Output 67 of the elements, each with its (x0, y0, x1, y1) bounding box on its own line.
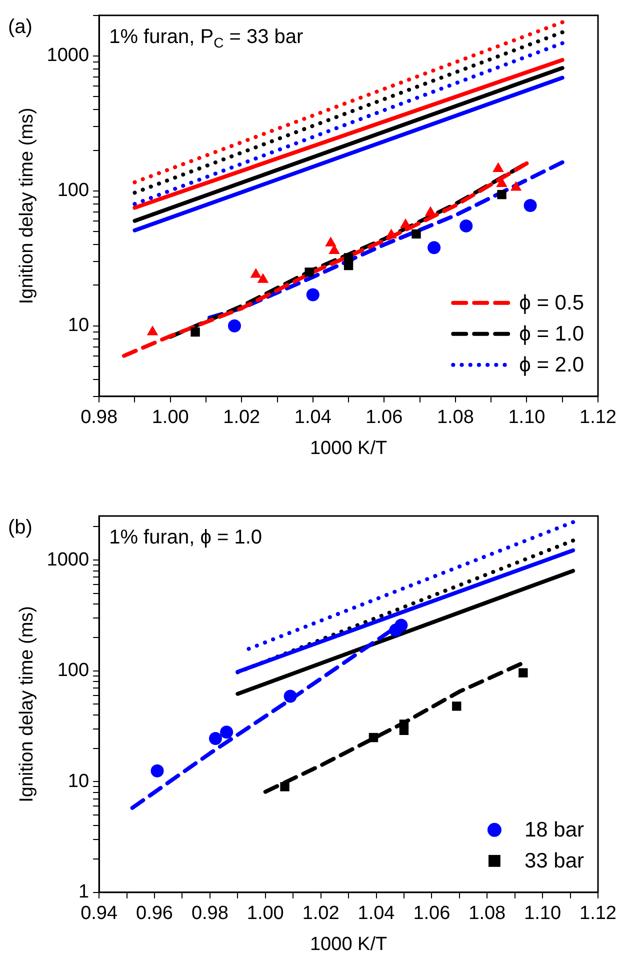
point (250, 268, 262, 278)
point (325, 236, 336, 246)
point (304, 268, 314, 277)
y-tick-label: 100 (57, 180, 90, 202)
point (386, 228, 397, 238)
point (424, 206, 436, 216)
x-tick-label: 1.02 (302, 903, 340, 924)
y-tick-label: 10 (68, 770, 90, 792)
point (220, 726, 234, 739)
point (284, 690, 297, 703)
x-tick-label: 1.02 (223, 407, 260, 428)
point (344, 260, 354, 270)
x-axis-title: 1000 K/T (310, 934, 388, 955)
x-tick-label: 1.08 (468, 903, 506, 924)
point (524, 198, 537, 212)
x-tick-label: 1.12 (580, 903, 616, 924)
point (492, 162, 504, 172)
x-tick-label: 1.08 (436, 407, 474, 428)
y-tick-label: 1 (78, 882, 90, 903)
y-tick-label: 10 (68, 315, 90, 336)
legend-label: 33 bar (524, 850, 584, 873)
legend-label: ϕ = 2.0 (519, 354, 584, 377)
x-tick-label: 1.10 (508, 407, 546, 428)
x-tick-label: 1.00 (152, 407, 189, 428)
x-tick-label: 0.98 (191, 903, 228, 924)
point (257, 273, 269, 283)
point (399, 726, 409, 735)
y-tick-label: 100 (57, 660, 90, 682)
x-tick-label: 0.98 (80, 407, 118, 428)
point (306, 288, 320, 302)
point (400, 218, 412, 228)
point (412, 229, 421, 239)
x-tick-label: 1.06 (366, 407, 403, 428)
point (518, 668, 528, 678)
x-tick-label: 1.10 (524, 903, 562, 924)
legend-label: ϕ = 1.0 (519, 322, 584, 346)
point (280, 782, 290, 792)
point (368, 732, 378, 742)
x-axis-title: 1000 K/T (310, 438, 388, 459)
x-tick-label: 1.06 (413, 903, 450, 924)
point (460, 219, 473, 232)
point (228, 319, 241, 332)
point (146, 326, 158, 336)
point (497, 190, 506, 200)
x-tick-label: 0.94 (80, 903, 118, 924)
y-axis-title: Ignition delay time (ms) (16, 108, 38, 304)
point (452, 702, 462, 711)
point (394, 618, 408, 632)
text: (b) (8, 516, 32, 539)
y-tick-label: 1000 (46, 549, 90, 570)
point (150, 764, 164, 778)
point (510, 181, 522, 191)
legend-label: ϕ = 0.5 (519, 292, 584, 315)
point (428, 241, 441, 254)
text: (a) (8, 16, 32, 38)
y-axis-title: Ignition delay time (ms) (16, 606, 38, 802)
x-tick-label: 1.00 (246, 903, 284, 924)
x-tick-label: 1.04 (294, 407, 332, 428)
y-tick-label: 1000 (46, 45, 90, 66)
x-tick-label: 1.12 (580, 407, 616, 428)
legend-label: 18 bar (524, 818, 584, 842)
point (190, 327, 200, 337)
line-series (122, 161, 529, 358)
x-tick-label: 0.96 (136, 903, 173, 924)
annotation: 1% furan, ϕ = 1.0 (109, 526, 262, 549)
point (208, 732, 222, 746)
x-tick-label: 1.04 (358, 903, 396, 924)
